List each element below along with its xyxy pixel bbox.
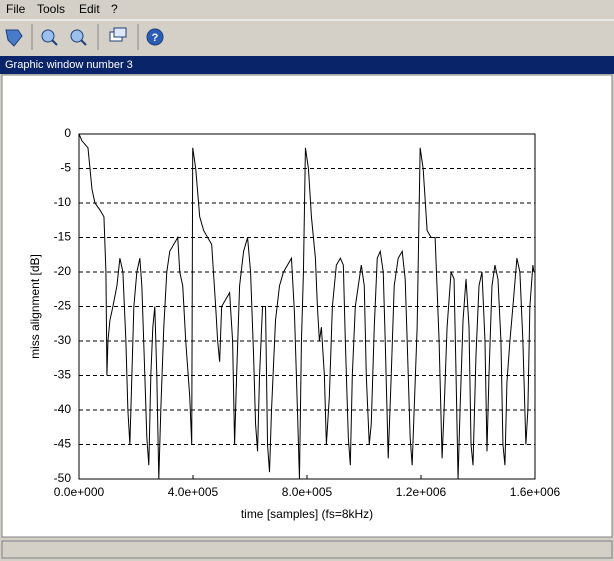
- y-axis-label: miss alignment [dB]: [28, 254, 42, 359]
- y-tick-label: -45: [54, 437, 72, 451]
- rotate-button[interactable]: [5, 29, 23, 47]
- y-tick-label: -10: [54, 195, 72, 209]
- x-tick-label: 1.6e+006: [510, 485, 561, 499]
- y-tick-label: -20: [54, 264, 72, 278]
- y-tick-label: -35: [54, 368, 72, 382]
- menu-tools[interactable]: Tools: [37, 2, 65, 16]
- zoom-reset-button[interactable]: [70, 29, 87, 46]
- x-tick-label: 0.0e+000: [54, 485, 105, 499]
- y-tick-label: 0: [64, 126, 71, 140]
- y-tick-label: -50: [54, 471, 72, 485]
- x-axis-label: time [samples] (fs=8kHz): [241, 507, 373, 521]
- svg-text:?: ?: [152, 32, 159, 44]
- x-tick-label: 8.0e+005: [282, 485, 333, 499]
- menu-file[interactable]: File: [6, 2, 26, 16]
- title-bar: [0, 56, 614, 74]
- y-tick-label: -30: [54, 333, 72, 347]
- help-button[interactable]: ?: [146, 28, 164, 46]
- zoom-in-button[interactable]: [41, 29, 58, 46]
- y-tick-label: -5: [60, 161, 71, 175]
- plot: 0 -5 -10 -15 -20 -25 -30 -35 -40 -45 -500.0e+000 4.…: [28, 126, 560, 521]
- window-title: Graphic window number 3: [5, 59, 133, 71]
- datatip-button[interactable]: [109, 27, 127, 42]
- y-tick-label: -25: [54, 299, 72, 313]
- status-bar: [1, 540, 613, 559]
- toolbar: ?: [5, 24, 164, 50]
- menu-edit[interactable]: Edit: [79, 2, 100, 16]
- menu-help[interactable]: ?: [111, 2, 118, 16]
- x-tick-label: 1.2e+006: [396, 485, 447, 499]
- axes-box: [78, 133, 536, 480]
- data-line: [78, 133, 535, 480]
- y-tick-label: -15: [54, 230, 72, 244]
- y-tick-label: -40: [54, 402, 72, 416]
- x-tick-label: 4.0e+005: [168, 485, 219, 499]
